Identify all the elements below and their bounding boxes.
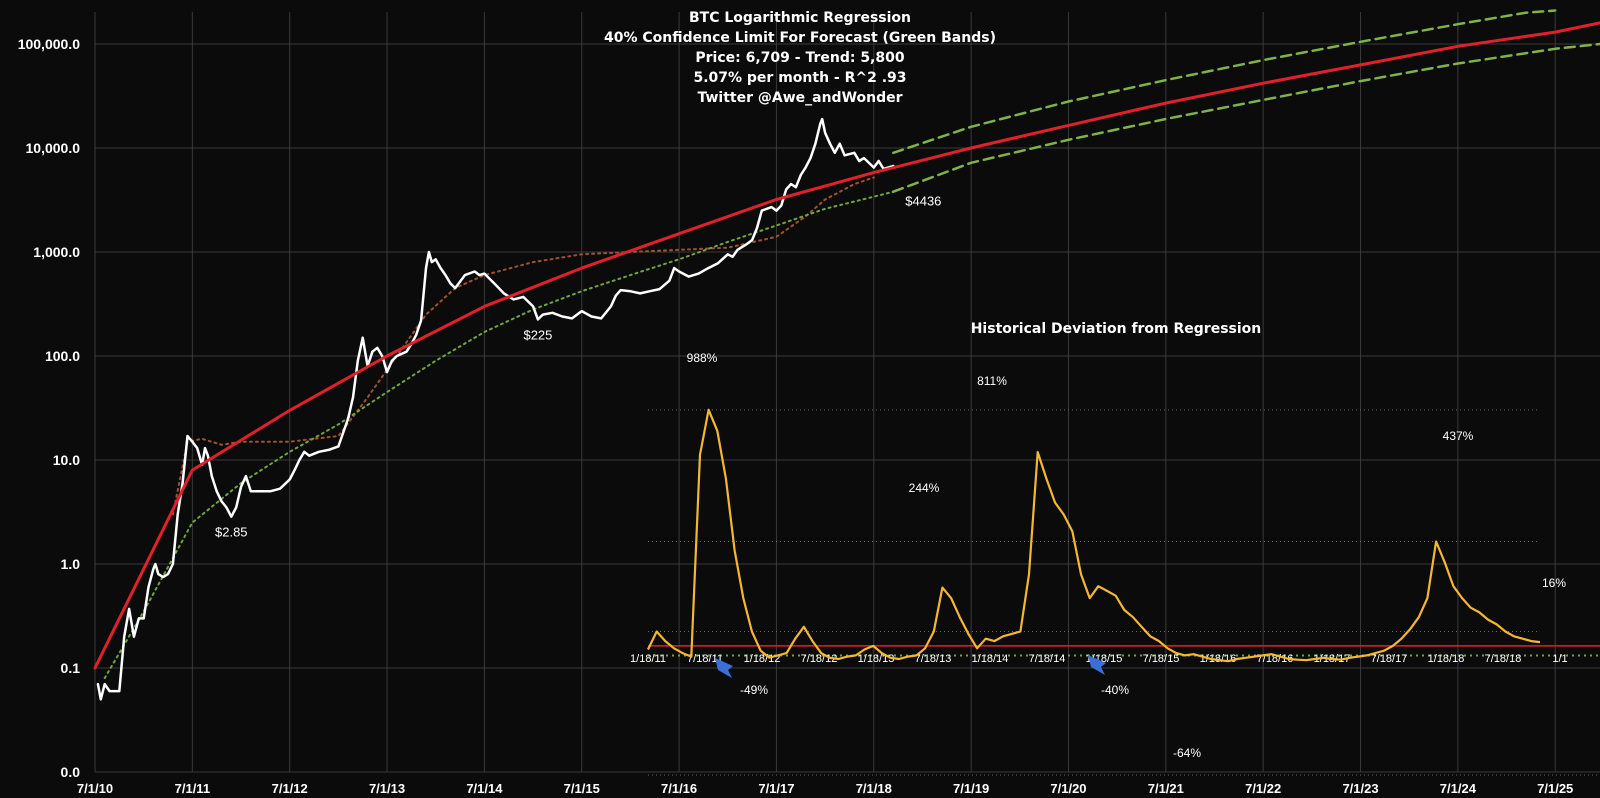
x-tick-label: 7/1/24 [1440,781,1477,796]
inset-x-label: 1/18/18 [1428,653,1465,665]
upper-confidence-band-line [892,9,1557,155]
x-tick-label: 7/1/18 [856,781,892,796]
deviation-series-line [647,408,1541,663]
x-tick-label: 7/1/12 [272,781,308,796]
inset-x-label: 7/18/15 [1143,653,1180,665]
price-line [96,117,895,701]
price-annotation: $4436 [905,194,941,209]
trend-line [93,21,1600,670]
deviation-annotation: 244% [909,481,940,495]
price-annotation: $225 [523,327,552,342]
inset-x-label: 1/18/12 [744,653,781,665]
x-tick-label: 7/1/11 [175,781,210,796]
inset-x-label: 1/18/14 [972,653,1009,665]
deviation-annotation: 988% [687,351,718,365]
x-tick-label: 7/1/13 [369,781,405,796]
inset-x-label: 7/18/14 [1029,653,1066,665]
inset-x-label: 7/18/13 [915,653,952,665]
x-tick-label: 7/1/16 [661,781,697,796]
x-tick-label: 7/1/25 [1537,781,1573,796]
inset-x-label: 7/18/17 [1371,653,1408,665]
dotted-moving-average-line [171,176,875,516]
x-tick-label: 7/1/23 [1342,781,1378,796]
price-annotations: $2.85 $225 $4436 [215,194,941,540]
title-line-4: 5.07% per month - R^2 .93 [693,70,906,86]
y-tick-label: 1.0 [61,556,81,572]
lower-confidence-band-line [892,42,1600,193]
title-line-1: BTC Logarithmic Regression [689,10,911,26]
x-tick-label: 7/1/14 [466,781,503,796]
title-line-5: Twitter @Awe_andWonder [697,90,902,106]
y-tick-label: 0.1 [61,660,81,676]
x-tick-label: 7/1/19 [953,781,989,796]
inset-x-label: 7/18/11 [687,653,723,665]
x-tick-label: 7/1/15 [564,781,600,796]
y-tick-label: 100.0 [45,348,80,364]
x-tick-label: 7/1/20 [1050,781,1086,796]
inset-x-label: 1/18/11 [630,653,666,665]
deviation-annotation: 437% [1443,429,1474,443]
price-annotation: $2.85 [215,525,248,540]
y-tick-label: 1,000.0 [33,244,80,260]
inset-x-label: 7/18/18 [1485,653,1522,665]
x-tick-label: 7/1/10 [77,781,113,796]
main-series-layer [93,9,1600,701]
deviation-annotation: -40% [1101,683,1129,697]
deviation-annotation: 16% [1542,576,1566,590]
y-tick-label: 0.0 [61,764,81,780]
x-tick-label: 7/1/21 [1148,781,1184,796]
x-tick-label: 7/1/17 [758,781,794,796]
x-axis: 7/1/10 7/1/11 7/1/12 7/1/13 7/1/14 7/1/15 7/1/… [77,781,1573,796]
inset-title: Historical Deviation from Regression [971,321,1262,337]
deviation-inset: 1/18/11 7/18/11 1/18/12 7/18/12 1/18/13 7/18/… [630,321,1600,776]
y-tick-label: 100,000.0 [18,36,80,52]
deviation-annotation: -49% [740,683,768,697]
inset-x-label: 1/1 [1552,653,1567,665]
chart-title: BTC Logarithmic Regression 40% Confidenc… [604,10,996,106]
dotted-support-line [103,190,895,680]
y-tick-label: 10,000.0 [26,140,81,156]
deviation-annotation: 811% [977,374,1007,388]
x-tick-label: 7/1/22 [1245,781,1281,796]
bottom-marker-arrow [1088,655,1106,675]
title-line-3: Price: 6,709 - Trend: 5,800 [695,50,904,66]
title-line-2: 40% Confidence Limit For Forecast (Green… [604,30,996,46]
y-axis: 100,000.0 10,000.0 1,000.0 100.0 10.0 1.0 0.1 0… [18,36,81,780]
bottom-marker-arrow [715,658,733,678]
inset-x-label: 1/18/13 [858,653,895,665]
y-tick-label: 10.0 [53,452,80,468]
deviation-annotation: -64% [1173,746,1201,760]
